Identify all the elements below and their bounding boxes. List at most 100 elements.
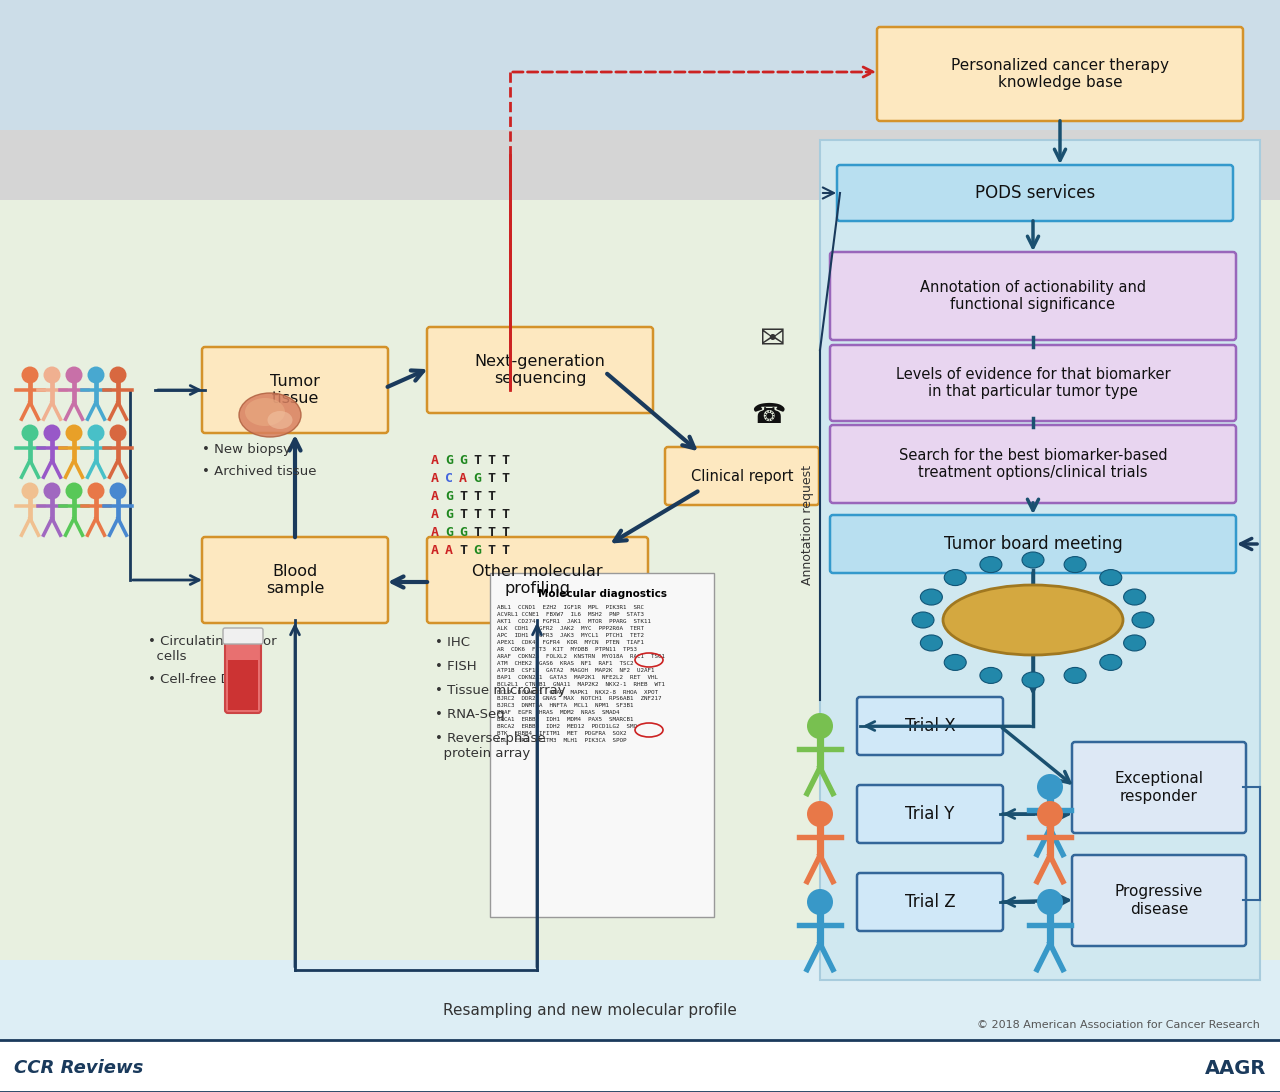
Text: A: A xyxy=(445,544,453,557)
Text: Exceptional
responder: Exceptional responder xyxy=(1115,771,1203,804)
Ellipse shape xyxy=(1021,672,1044,688)
FancyBboxPatch shape xyxy=(858,785,1004,843)
Text: T: T xyxy=(460,508,467,521)
Text: PODS services: PODS services xyxy=(975,183,1096,202)
Text: Progressive
disease: Progressive disease xyxy=(1115,885,1203,916)
Text: • Archived tissue: • Archived tissue xyxy=(202,465,316,478)
Circle shape xyxy=(806,889,833,915)
Text: Trial Z: Trial Z xyxy=(905,893,955,911)
Text: T: T xyxy=(500,453,509,466)
Circle shape xyxy=(806,802,833,827)
Text: Search for the best biomarker-based
treatment options/clinical trials: Search for the best biomarker-based trea… xyxy=(899,448,1167,480)
Text: T: T xyxy=(500,544,509,557)
Circle shape xyxy=(110,483,127,499)
Ellipse shape xyxy=(244,397,285,426)
Text: Tumor board meeting: Tumor board meeting xyxy=(943,535,1123,553)
Ellipse shape xyxy=(1021,551,1044,568)
Bar xyxy=(0,130,1280,225)
Text: Levels of evidence for that biomarker
in that particular tumor type: Levels of evidence for that biomarker in… xyxy=(896,367,1170,400)
FancyBboxPatch shape xyxy=(829,252,1236,340)
Circle shape xyxy=(806,713,833,739)
FancyBboxPatch shape xyxy=(428,327,653,413)
Ellipse shape xyxy=(943,585,1123,655)
Text: Other molecular
profiling: Other molecular profiling xyxy=(472,563,603,596)
Text: A: A xyxy=(431,525,439,538)
FancyBboxPatch shape xyxy=(490,573,714,917)
Circle shape xyxy=(1037,774,1062,800)
Bar xyxy=(0,960,1280,1040)
Text: T: T xyxy=(460,489,467,502)
Text: G: G xyxy=(445,525,453,538)
Circle shape xyxy=(22,367,38,383)
Ellipse shape xyxy=(1100,570,1121,585)
Text: Molecular diagnostics: Molecular diagnostics xyxy=(538,589,667,600)
Text: T: T xyxy=(474,489,481,502)
Ellipse shape xyxy=(1124,589,1146,605)
Circle shape xyxy=(87,483,105,499)
Circle shape xyxy=(65,367,82,383)
Text: • New biopsy: • New biopsy xyxy=(202,443,291,456)
Text: Trial Y: Trial Y xyxy=(905,805,955,823)
Circle shape xyxy=(1037,802,1062,827)
FancyBboxPatch shape xyxy=(837,165,1233,221)
Text: T: T xyxy=(486,489,495,502)
Text: Clinical report: Clinical report xyxy=(691,468,794,484)
Text: T: T xyxy=(474,525,481,538)
Bar xyxy=(0,1040,1280,1092)
Text: Tumor
tissue: Tumor tissue xyxy=(270,373,320,406)
Circle shape xyxy=(110,425,127,441)
Text: T: T xyxy=(486,453,495,466)
Text: A: A xyxy=(460,472,467,485)
Text: G: G xyxy=(445,489,453,502)
Text: C: C xyxy=(445,472,453,485)
Text: ABL1  CCND1  EZH2  IGF1R  MPL  PIK3R1  SRC
ACVRL1 CCNE1  FBXW7  IL6  MSH2  PNP  : ABL1 CCND1 EZH2 IGF1R MPL PIK3R1 SRC ACV… xyxy=(497,605,666,743)
Circle shape xyxy=(87,367,105,383)
Circle shape xyxy=(65,483,82,499)
FancyBboxPatch shape xyxy=(1073,855,1245,946)
Text: A: A xyxy=(431,508,439,521)
Text: • FISH: • FISH xyxy=(435,660,476,673)
Text: T: T xyxy=(474,508,481,521)
Text: Personalized cancer therapy
knowledge base: Personalized cancer therapy knowledge ba… xyxy=(951,58,1169,91)
Bar xyxy=(820,140,1260,980)
Circle shape xyxy=(44,425,60,441)
Text: A: A xyxy=(431,453,439,466)
FancyBboxPatch shape xyxy=(1073,741,1245,833)
Text: Resampling and new molecular profile: Resampling and new molecular profile xyxy=(443,1002,737,1018)
Text: • IHC: • IHC xyxy=(435,636,470,649)
Text: T: T xyxy=(486,525,495,538)
Ellipse shape xyxy=(1064,667,1087,684)
Text: A: A xyxy=(431,544,439,557)
Ellipse shape xyxy=(945,654,966,670)
Text: T: T xyxy=(486,508,495,521)
Text: ✉: ✉ xyxy=(760,325,786,355)
Text: G: G xyxy=(474,472,481,485)
Text: G: G xyxy=(445,508,453,521)
Ellipse shape xyxy=(1124,634,1146,651)
Ellipse shape xyxy=(980,557,1002,572)
FancyBboxPatch shape xyxy=(225,632,261,713)
Text: A: A xyxy=(431,472,439,485)
Text: AAGR: AAGR xyxy=(1204,1058,1266,1078)
FancyBboxPatch shape xyxy=(829,515,1236,573)
Text: ☎: ☎ xyxy=(750,401,786,429)
Text: © 2018 American Association for Cancer Research: © 2018 American Association for Cancer R… xyxy=(977,1020,1260,1030)
Text: T: T xyxy=(486,472,495,485)
FancyBboxPatch shape xyxy=(428,537,648,624)
Text: T: T xyxy=(500,508,509,521)
FancyBboxPatch shape xyxy=(858,697,1004,755)
Text: • Circulating tumor
  cells: • Circulating tumor cells xyxy=(148,636,276,663)
Text: A: A xyxy=(431,489,439,502)
Ellipse shape xyxy=(268,411,293,429)
Text: CCR Reviews: CCR Reviews xyxy=(14,1059,143,1077)
Circle shape xyxy=(110,367,127,383)
Text: • RNA-Seq: • RNA-Seq xyxy=(435,708,504,721)
Bar xyxy=(0,200,1280,980)
Text: G: G xyxy=(445,453,453,466)
Text: Annotation request: Annotation request xyxy=(801,465,814,585)
Text: Blood
sample: Blood sample xyxy=(266,563,324,596)
Circle shape xyxy=(65,425,82,441)
Text: G: G xyxy=(460,453,467,466)
Bar xyxy=(0,0,1280,130)
Ellipse shape xyxy=(980,667,1002,684)
